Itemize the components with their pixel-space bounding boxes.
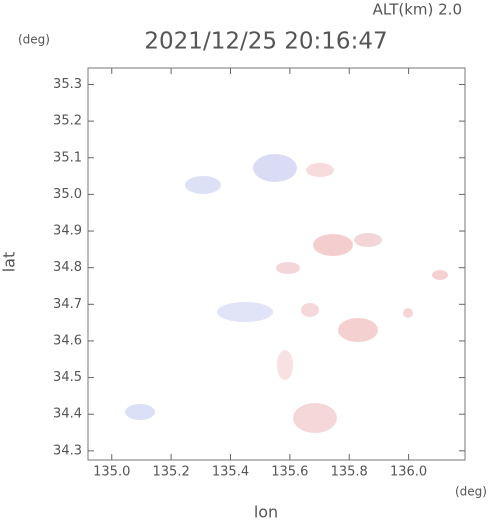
chart-title: 2021/12/25 20:16:47: [144, 29, 387, 55]
echo-blob: [313, 234, 353, 256]
echo-blob: [253, 154, 297, 182]
altitude-label: ALT(km) 2.0: [373, 1, 462, 19]
y-tick-label: 34.3: [53, 443, 82, 458]
y-axis-label: lat: [0, 252, 19, 273]
echo-regions: [125, 154, 448, 433]
echo-blob: [338, 318, 378, 342]
y-tick-label: 34.8: [53, 260, 82, 275]
echo-blob: [432, 270, 448, 280]
x-tick-label: 135.8: [331, 465, 368, 480]
y-tick-label: 34.4: [53, 407, 82, 422]
x-axis-label: lon: [254, 503, 278, 521]
echo-blob: [217, 302, 273, 322]
x-unit: (deg): [455, 485, 487, 499]
echo-blob: [301, 303, 319, 317]
y-unit: (deg): [18, 33, 50, 47]
y-tick-label: 35.3: [53, 77, 82, 92]
y-tick-label: 34.5: [53, 370, 82, 385]
y-tick-label: 35.1: [53, 150, 82, 165]
y-tick-label: 34.6: [53, 333, 82, 348]
echo-blob: [306, 163, 334, 177]
echo-blob: [403, 308, 413, 318]
echo-blob: [293, 403, 337, 433]
plot-frame: [87, 67, 466, 461]
y-tick-label: 35.2: [53, 114, 82, 129]
echo-blob: [276, 262, 300, 274]
y-tick-label: 34.9: [53, 224, 82, 239]
y-tick-label: 35.0: [53, 187, 82, 202]
echo-blob: [354, 233, 382, 247]
y-tick-label: 34.7: [53, 297, 82, 312]
echo-blob: [185, 176, 221, 194]
echo-blob: [277, 350, 293, 380]
x-tick-label: 135.4: [212, 465, 249, 480]
x-tick-label: 135.0: [93, 465, 130, 480]
echo-blob: [125, 404, 155, 420]
x-tick-label: 135.6: [271, 465, 308, 480]
x-tick-label: 135.2: [153, 465, 190, 480]
x-tick-label: 136.0: [390, 465, 427, 480]
